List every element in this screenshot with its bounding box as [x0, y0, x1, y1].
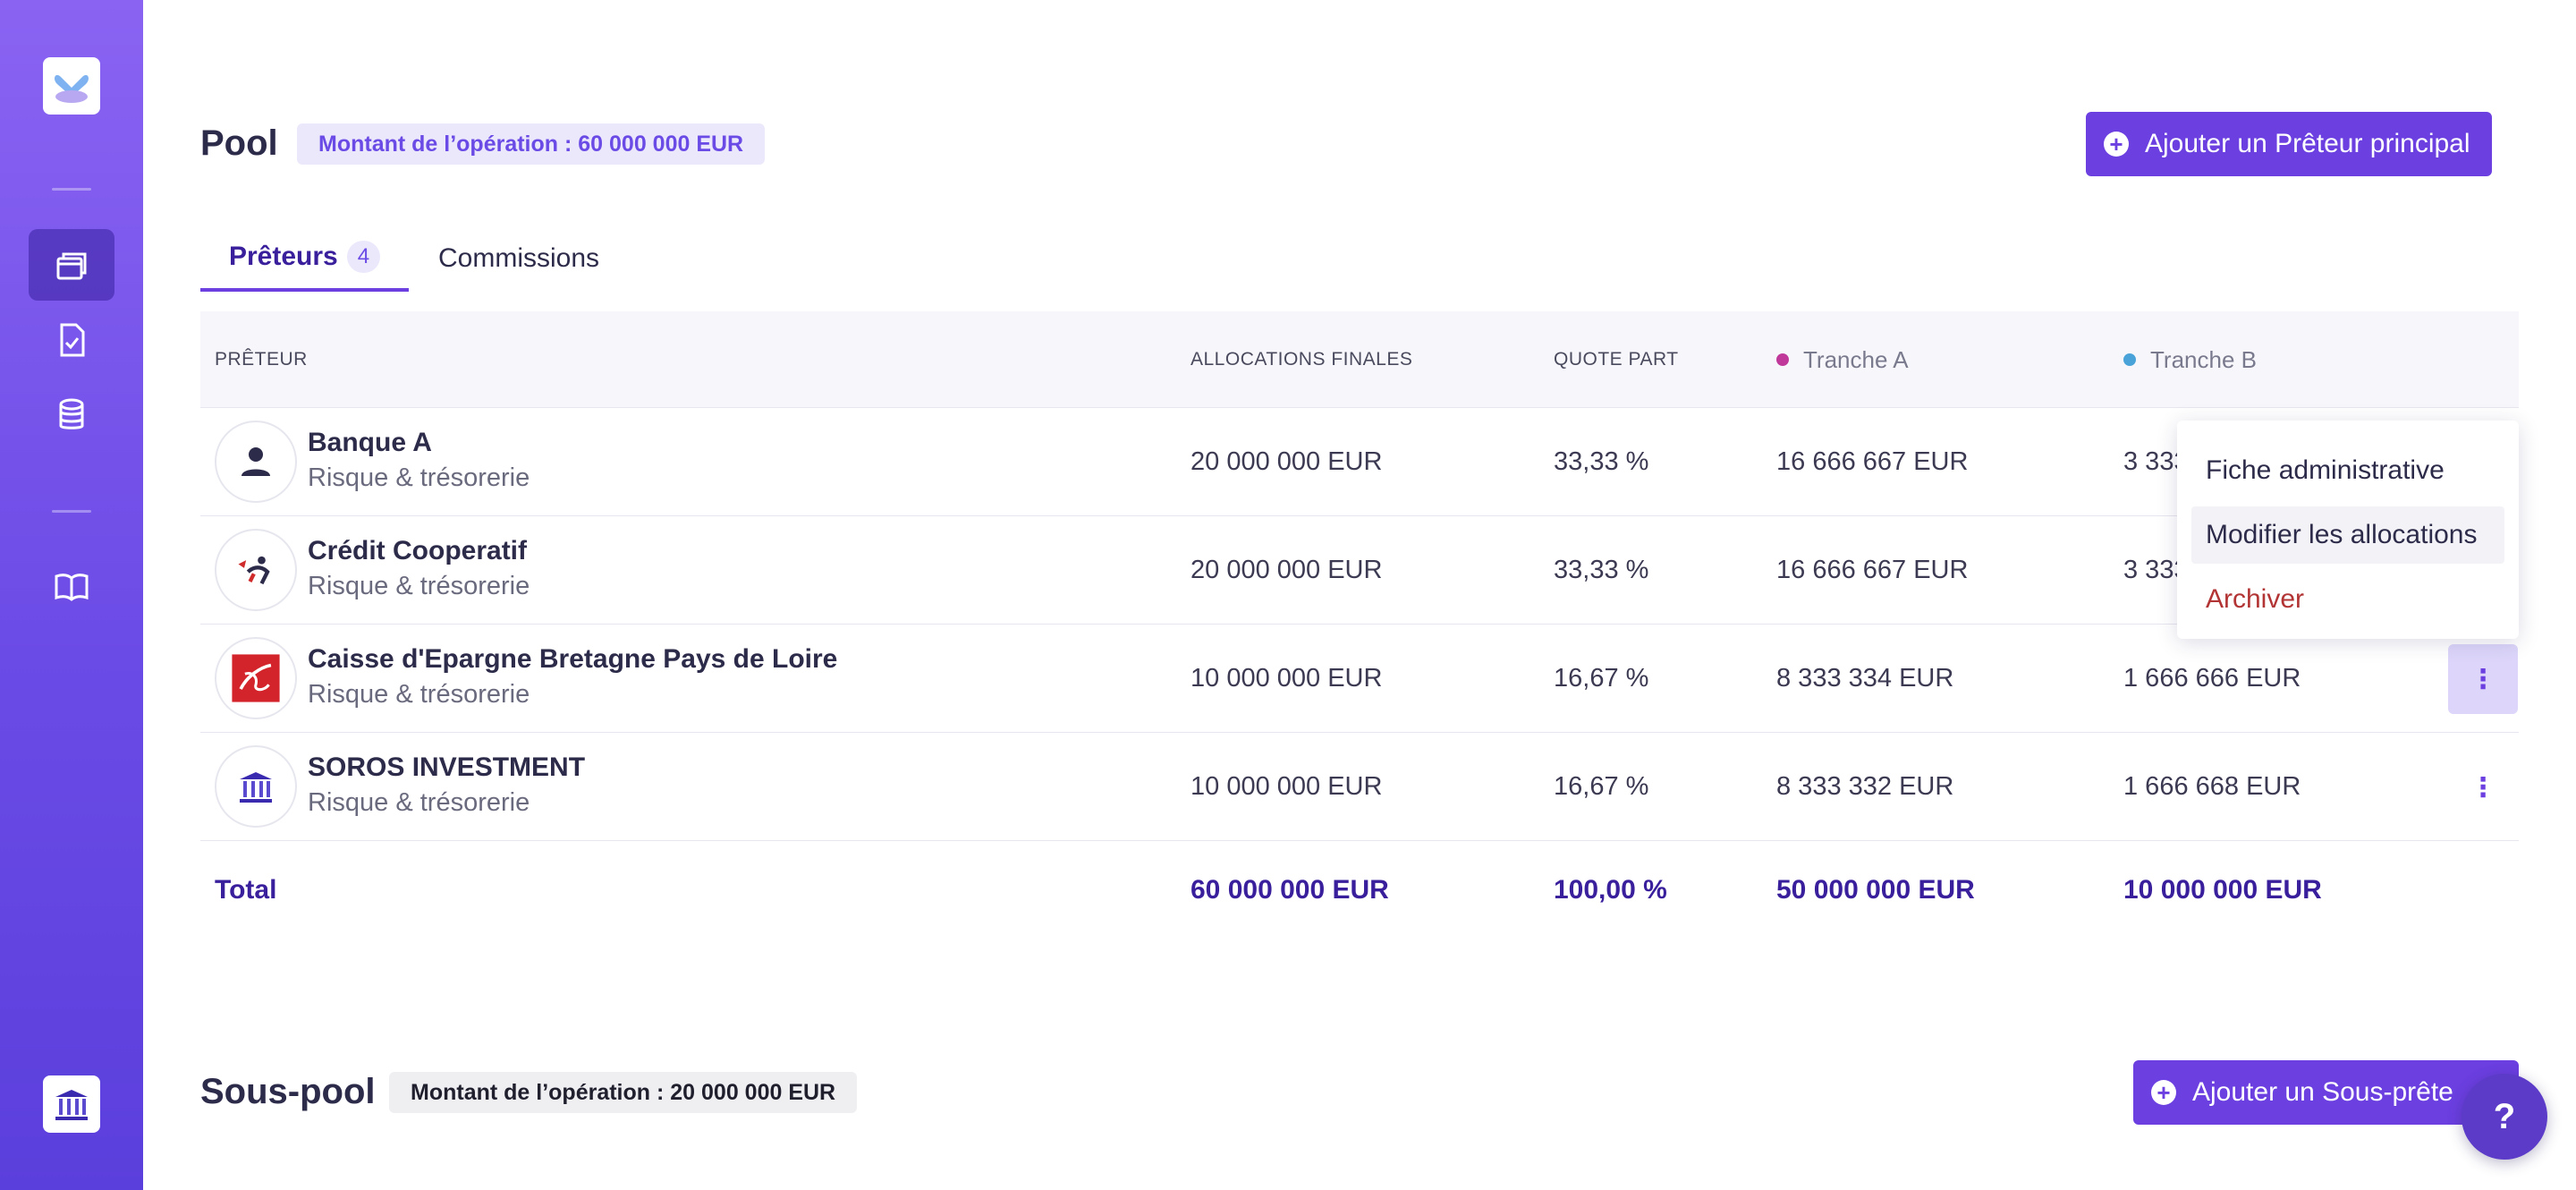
table-row[interactable]: SOROS INVESTMENT Risque & trésorerie 10 …: [200, 733, 2519, 841]
allocation-cell: 10 000 000 EUR: [1191, 664, 1383, 693]
sidebar-item-documents[interactable]: [29, 304, 114, 376]
column-header-tranche-a: Tranche A: [1776, 311, 1909, 408]
tranche-a-cell: 8 333 332 EUR: [1776, 772, 1954, 801]
share-cell: 16,67 %: [1554, 772, 1649, 801]
lender-avatar: [215, 637, 297, 719]
total-label: Total: [215, 875, 277, 905]
tranche-a-color-dot: [1776, 353, 1789, 366]
table-total-row: Total 60 000 000 EUR 100,00 % 50 000 000…: [200, 843, 2519, 938]
plus-circle-icon: +: [2104, 132, 2129, 157]
column-header-final-allocations: ALLOCATIONS FINALES: [1191, 349, 1413, 370]
lender-name: SOROS INVESTMENT: [308, 752, 586, 782]
open-book-icon: [55, 574, 89, 601]
lender-role: Risque & trésorerie: [308, 680, 530, 709]
row-actions-button[interactable]: ⋮: [2448, 644, 2518, 714]
folders-icon: [56, 252, 87, 280]
allocation-cell: 20 000 000 EUR: [1191, 447, 1383, 476]
sidebar-separator: [52, 510, 91, 513]
tab-lenders[interactable]: Prêteurs 4: [200, 225, 410, 292]
lender-name: Banque A: [308, 428, 432, 457]
sidebar-item-guide[interactable]: [29, 551, 114, 623]
row-actions-button[interactable]: ⋮: [2448, 752, 2518, 822]
database-icon: [59, 398, 84, 429]
add-sub-lender-button[interactable]: + Ajouter un Sous-prête: [2133, 1060, 2519, 1125]
lender-avatar: [215, 745, 297, 828]
table-row[interactable]: Crédit Cooperatif Risque & trésorerie 20…: [200, 516, 2519, 625]
lender-avatar: [215, 529, 297, 611]
subpool-title: Sous-pool: [200, 1072, 376, 1111]
share-cell: 16,67 %: [1554, 664, 1649, 693]
lender-role: Risque & trésorerie: [308, 788, 530, 817]
tranche-b-label: Tranche B: [2150, 345, 2257, 373]
tranche-a-label: Tranche A: [1803, 345, 1909, 373]
main-content: Pool Montant de l’opération : 60 000 000…: [143, 0, 2576, 1190]
menu-item-archive[interactable]: Archiver: [2206, 584, 2305, 614]
heart-hands-logo-icon: [55, 74, 89, 103]
subpool-amount-badge: Montant de l’opération : 20 000 000 EUR: [389, 1072, 858, 1113]
pool-title: Pool: [200, 123, 278, 163]
more-vertical-icon: ⋮: [2470, 772, 2496, 803]
bank-logo-icon: [55, 1090, 88, 1120]
tab-lenders-label: Prêteurs: [229, 242, 338, 271]
app-logo[interactable]: [43, 57, 100, 115]
add-main-lender-button[interactable]: + Ajouter un Prêteur principal: [2086, 112, 2492, 176]
table-row[interactable]: Caisse d'Epargne Bretagne Pays de Loire …: [200, 625, 2519, 733]
tranche-b-cell: 1 666 668 EUR: [2123, 772, 2301, 801]
sidebar-item-database[interactable]: [29, 379, 114, 451]
menu-item-admin-sheet[interactable]: Fiche administrative: [2206, 455, 2445, 485]
lender-role: Risque & trésorerie: [308, 463, 530, 492]
help-icon: ?: [2493, 1096, 2516, 1136]
total-tranche-a: 50 000 000 EUR: [1776, 875, 1975, 905]
total-allocation: 60 000 000 EUR: [1191, 875, 1389, 905]
pool-amount-badge: Montant de l’opération : 60 000 000 EUR: [297, 123, 766, 165]
tab-commissions-label: Commissions: [438, 243, 600, 273]
tranche-a-cell: 8 333 334 EUR: [1776, 664, 1954, 693]
tab-lenders-count: 4: [346, 241, 381, 273]
total-tranche-b: 10 000 000 EUR: [2123, 875, 2322, 905]
lenders-table-header: PRÊTEUR ALLOCATIONS FINALES QUOTE PART T…: [200, 311, 2519, 408]
credit-cooperatif-logo-icon: [238, 556, 270, 585]
allocation-cell: 10 000 000 EUR: [1191, 772, 1383, 801]
sidebar-separator: [52, 188, 91, 191]
tranche-a-cell: 16 666 667 EUR: [1776, 447, 1969, 476]
bank-building-icon: [240, 772, 272, 803]
column-header-share: QUOTE PART: [1554, 349, 1679, 370]
person-icon: [242, 447, 270, 476]
total-share: 100,00 %: [1554, 875, 1667, 905]
column-header-tranche-b: Tranche B: [2123, 311, 2257, 408]
lender-name: Caisse d'Epargne Bretagne Pays de Loire: [308, 644, 838, 674]
tranche-b-color-dot: [2123, 353, 2136, 366]
plus-circle-icon: +: [2151, 1080, 2176, 1105]
tranche-b-cell: 1 666 666 EUR: [2123, 664, 2301, 693]
help-button[interactable]: ?: [2462, 1074, 2547, 1160]
document-check-icon: [60, 323, 85, 357]
add-main-lender-label: Ajouter un Prêteur principal: [2145, 129, 2470, 158]
add-sub-lender-label: Ajouter un Sous-prête: [2192, 1077, 2453, 1107]
more-vertical-icon: ⋮: [2470, 664, 2496, 694]
column-header-lender: PRÊTEUR: [215, 349, 308, 370]
caisse-epargne-logo-icon: [232, 654, 280, 702]
sidebar: [0, 0, 143, 1190]
lender-name: Crédit Cooperatif: [308, 536, 528, 565]
share-cell: 33,33 %: [1554, 447, 1649, 476]
tab-commissions[interactable]: Commissions: [438, 225, 599, 292]
menu-item-edit-allocations[interactable]: Modifier les allocations: [2191, 506, 2504, 564]
row-actions-menu: Fiche administrative Modifier les alloca…: [2177, 421, 2519, 639]
organization-avatar[interactable]: [43, 1075, 100, 1133]
allocation-cell: 20 000 000 EUR: [1191, 556, 1383, 584]
share-cell: 33,33 %: [1554, 556, 1649, 584]
sidebar-item-projects[interactable]: [29, 229, 114, 301]
tranche-a-cell: 16 666 667 EUR: [1776, 556, 1969, 584]
table-row[interactable]: Banque A Risque & trésorerie 20 000 000 …: [200, 408, 2519, 516]
lender-avatar: [215, 421, 297, 503]
lender-role: Risque & trésorerie: [308, 572, 530, 600]
